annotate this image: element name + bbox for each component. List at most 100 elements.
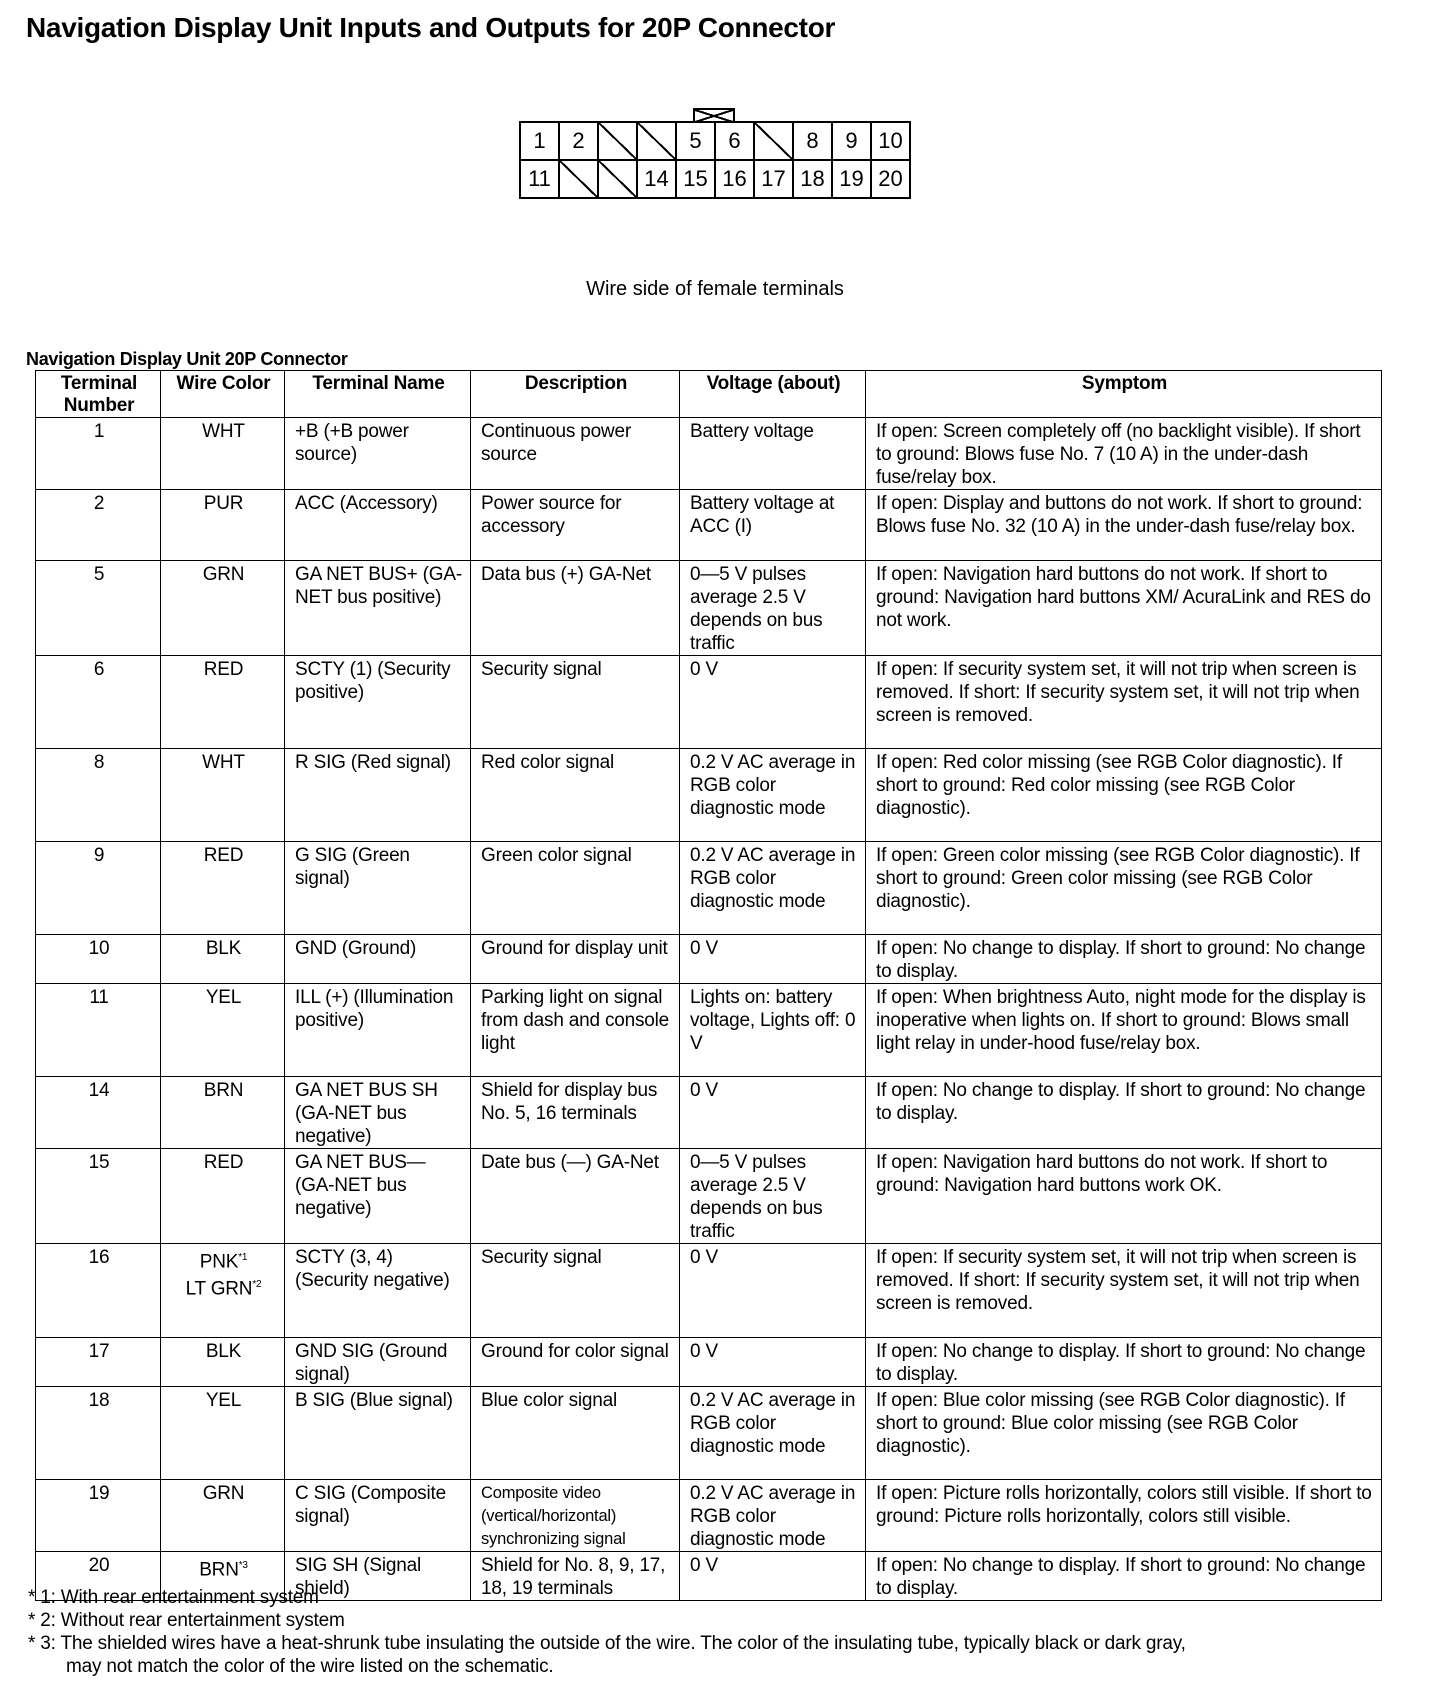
- cell-desc: Data bus (+) GA-Net: [470, 560, 680, 656]
- terminal-number: 20: [35, 1551, 161, 1601]
- terminal-number: 14: [35, 1076, 161, 1149]
- wire-color: PUR: [160, 489, 285, 561]
- wire-color-value: RED: [203, 845, 244, 866]
- cell-symptom: If open: If security system set, it will…: [865, 1243, 1382, 1338]
- cell-symptom: If open: Blue color missing (see RGB Col…: [865, 1386, 1382, 1480]
- connector-cavity: 14: [636, 159, 677, 199]
- footnote-3: * 3: The shielded wires have a heat-shru…: [28, 1633, 1186, 1654]
- cell-name: +B (+B power source): [284, 417, 471, 490]
- table-row: 1 WHT +B (+B power source) Continuous power…: [35, 417, 1382, 490]
- cell-desc: Power source for accessory: [470, 489, 680, 561]
- cell-desc: Shield for display bus No. 5, 16 termina…: [470, 1076, 680, 1149]
- cell-desc: Ground for display unit: [470, 934, 680, 984]
- cell-volt: 0 V: [679, 1551, 866, 1601]
- wire-color-value: BRN: [203, 1080, 244, 1101]
- cell-desc: Composite video (vertical/horizontal) sy…: [470, 1479, 680, 1552]
- wire-color: YEL: [160, 983, 285, 1077]
- cell-desc: Continuous power source: [470, 417, 680, 490]
- table-row: 20 BRN*3 SIG SH (Signal shield) Shield for …: [35, 1551, 1382, 1601]
- connector-diagram: 1 2 5 6 8 9 10 11 14 15 16 17 18 19 20: [519, 121, 911, 199]
- table-row: 15 RED GA NET BUS— (GA-NET bus negative) Da…: [35, 1148, 1382, 1244]
- connector-cavity: 9: [831, 121, 872, 161]
- cell-name: C SIG (Composite signal): [284, 1479, 471, 1552]
- cell-volt: 0.2 V AC average in RGB color diagnostic…: [679, 1479, 866, 1552]
- cell-name: ILL (+) (Illumination positive): [284, 983, 471, 1077]
- table-row: 18 YEL B SIG (Blue signal) Blue color signa…: [35, 1386, 1382, 1480]
- wire-color-value: BRN: [199, 1559, 239, 1581]
- connector-cavity-unused: [597, 121, 638, 161]
- footnote-1: * 1: With rear entertainment system: [28, 1587, 319, 1608]
- terminal-number: 6: [35, 655, 161, 749]
- column-header: Description: [470, 370, 680, 418]
- cell-symptom: If open: When brightness Auto, night mod…: [865, 983, 1382, 1077]
- connector-cavity: 17: [753, 159, 794, 199]
- cell-volt: 0—5 V pulses average 2.5 V depends on bu…: [679, 560, 866, 656]
- wire-color-value: GRN: [202, 564, 245, 585]
- cell-volt: Lights on: battery voltage, Lights off: …: [679, 983, 866, 1077]
- table-row: 10 BLK GND (Ground) Ground for display unit…: [35, 934, 1382, 984]
- wire-color: PNK*1 LT GRN*2: [160, 1243, 285, 1338]
- terminal-number: 19: [35, 1479, 161, 1552]
- cell-volt: Battery voltage at ACC (I): [679, 489, 866, 561]
- cell-name: GND (Ground): [284, 934, 471, 984]
- cell-symptom: If open: Navigation hard buttons do not …: [865, 560, 1382, 656]
- wire-color-value: YEL: [205, 1390, 242, 1411]
- cell-symptom: If open: No change to display. If short …: [865, 1337, 1382, 1387]
- cell-name: GA NET BUS SH (GA-NET bus negative): [284, 1076, 471, 1149]
- table-row: 11 YEL ILL (+) (Illumination positive) Park…: [35, 983, 1382, 1077]
- cell-name: ACC (Accessory): [284, 489, 471, 561]
- table-row: 5 GRN GA NET BUS+ (GA-NET bus positive) Dat…: [35, 560, 1382, 656]
- cell-name: GND SIG (Ground signal): [284, 1337, 471, 1387]
- connector-cavity: 16: [714, 159, 755, 199]
- column-header: Voltage (about): [679, 370, 866, 418]
- cell-volt: 0.2 V AC average in RGB color diagnostic…: [679, 748, 866, 842]
- connector-cavity: 15: [675, 159, 716, 199]
- table-row: 17 BLK GND SIG (Ground signal) Ground for c…: [35, 1337, 1382, 1387]
- wire-color: YEL: [160, 1386, 285, 1480]
- wire-color-value: PNK: [199, 1251, 239, 1273]
- wire-color-value: YEL: [205, 987, 242, 1008]
- terminal-number: 15: [35, 1148, 161, 1244]
- column-header: Terminal Number: [35, 370, 161, 418]
- cell-desc: Security signal: [470, 655, 680, 749]
- column-header: Symptom: [865, 370, 1382, 418]
- page-title: Navigation Display Unit Inputs and Outpu…: [26, 12, 836, 43]
- connector-cavity: 18: [792, 159, 833, 199]
- cell-volt: 0 V: [679, 1243, 866, 1338]
- column-header: Terminal Name: [284, 370, 471, 418]
- cell-volt: 0.2 V AC average in RGB color diagnostic…: [679, 1386, 866, 1480]
- footnotes: * 1: With rear entertainment system * 2:…: [28, 1586, 1186, 1678]
- connector-cavity-unused: [597, 159, 638, 199]
- cell-symptom: If open: If security system set, it will…: [865, 655, 1382, 749]
- wire-color-value: PUR: [203, 493, 244, 514]
- connector-cavity: 8: [792, 121, 833, 161]
- cell-symptom: If open: Picture rolls horizontally, col…: [865, 1479, 1382, 1552]
- wire-color: WHT: [160, 748, 285, 842]
- wire-note: *2: [252, 1279, 262, 1291]
- cell-desc: Red color signal: [470, 748, 680, 842]
- connector-cavity: 10: [870, 121, 911, 161]
- terminal-number: 17: [35, 1337, 161, 1387]
- cell-desc: Parking light on signal from dash and co…: [470, 983, 680, 1077]
- cell-volt: 0 V: [679, 934, 866, 984]
- connector-latch-icon: [693, 108, 735, 122]
- table-row: 6 RED SCTY (1) (Security positive) Security…: [35, 655, 1382, 749]
- terminal-number: 8: [35, 748, 161, 842]
- table-row: 9 RED G SIG (Green signal) Green color sign…: [35, 841, 1382, 935]
- wire-color: BLK: [160, 934, 285, 984]
- table-row: 8 WHT R SIG (Red signal) Red color signal 0.…: [35, 748, 1382, 842]
- wire-color-alt: LT GRN: [185, 1278, 253, 1300]
- cell-name: SCTY (1) (Security positive): [284, 655, 471, 749]
- wire-color-value: RED: [203, 1152, 244, 1173]
- cell-name: R SIG (Red signal): [284, 748, 471, 842]
- wire-note: *3: [238, 1560, 248, 1571]
- footnote-2: * 2: Without rear entertainment system: [28, 1610, 345, 1631]
- cell-name: B SIG (Blue signal): [284, 1386, 471, 1480]
- connector-cavity: 2: [558, 121, 599, 161]
- terminal-number: 2: [35, 489, 161, 561]
- wire-color: BLK: [160, 1337, 285, 1387]
- cell-symptom: If open: No change to display. If short …: [865, 934, 1382, 984]
- terminal-number: 18: [35, 1386, 161, 1480]
- cell-desc: Shield for No. 8, 9, 17, 18, 19 terminal…: [470, 1551, 680, 1601]
- terminal-number: 1: [35, 417, 161, 490]
